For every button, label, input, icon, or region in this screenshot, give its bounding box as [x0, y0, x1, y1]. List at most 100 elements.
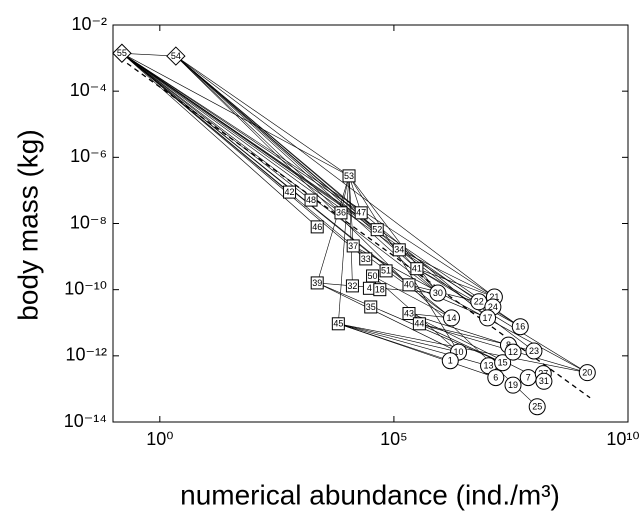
- node-label: 42: [285, 187, 295, 197]
- node-circle: [504, 376, 522, 394]
- trophic-link: [348, 175, 459, 353]
- node-circle: [525, 342, 543, 360]
- trophic-link: [121, 53, 312, 201]
- trophic-link: [175, 55, 495, 298]
- node-label: 50: [368, 271, 378, 281]
- node-square: [392, 243, 406, 257]
- y-tick-label: 10⁻⁶: [70, 146, 107, 166]
- trophic-link: [121, 52, 495, 298]
- node-label: 20: [582, 368, 592, 378]
- node-label: 25: [532, 402, 542, 412]
- trophic-link: [348, 175, 353, 286]
- fit-line: [119, 57, 591, 399]
- node-square: [402, 307, 416, 321]
- node-circle: [535, 372, 553, 390]
- node-square: [412, 317, 426, 331]
- trophic-link: [416, 268, 495, 298]
- trophic-link: [121, 53, 366, 260]
- node-label: 19: [508, 380, 518, 390]
- node-label: 23: [529, 346, 539, 356]
- trophic-link: [175, 55, 410, 286]
- node-label: 30: [433, 288, 443, 298]
- trophic-link: [317, 282, 503, 363]
- node-label: 4: [367, 283, 372, 293]
- node-square: [304, 193, 318, 207]
- trophic-link: [121, 53, 354, 247]
- y-tick-label: 10⁻⁸: [70, 212, 107, 232]
- node-label: 43: [404, 308, 414, 318]
- y-tick-label: 10⁻¹⁰: [64, 278, 107, 298]
- x-tick-label: 10⁰: [146, 429, 173, 449]
- trophic-link: [408, 284, 488, 319]
- node-square: [373, 283, 387, 297]
- trophic-link: [399, 249, 495, 298]
- trophic-link: [121, 53, 452, 319]
- node-label: 48: [306, 195, 316, 205]
- node-square: [334, 206, 348, 220]
- node-label: 37: [348, 241, 358, 251]
- y-tick-label: 10⁻²: [71, 14, 107, 34]
- node-label: 12: [508, 347, 518, 357]
- x-axis-label: numerical abundance (ind./m³): [180, 479, 560, 510]
- node-square: [331, 317, 345, 331]
- x-tick-label: 10⁵: [380, 429, 407, 449]
- trophic-link: [338, 175, 350, 324]
- trophic-link: [121, 53, 479, 303]
- node-label: 16: [515, 322, 525, 332]
- node-label: 24: [488, 302, 498, 312]
- node-square: [359, 252, 373, 266]
- node-square: [402, 278, 416, 292]
- trophic-link: [121, 53, 521, 327]
- node-circle: [429, 284, 447, 302]
- node-square: [346, 239, 360, 253]
- node-circle: [494, 354, 512, 372]
- node-label: 47: [356, 208, 366, 218]
- node-label: 6: [493, 372, 498, 382]
- trophic-link: [121, 53, 342, 214]
- node-square: [310, 220, 324, 234]
- node-square: [364, 300, 378, 314]
- trophic-link: [408, 313, 545, 382]
- trophic-link: [317, 282, 459, 353]
- node-diamond: [166, 46, 186, 66]
- trophic-link: [416, 268, 588, 373]
- y-tick-label: 10⁻¹⁴: [64, 411, 107, 431]
- trophic-link: [175, 55, 488, 319]
- x-tick-label: 10¹⁰: [606, 429, 639, 449]
- node-label: 40: [404, 280, 414, 290]
- node-circle: [511, 318, 529, 336]
- node-label: 35: [366, 302, 376, 312]
- node-label: 51: [381, 266, 391, 276]
- trophic-link: [338, 323, 496, 378]
- node-label: 34: [394, 245, 404, 255]
- trophic-link: [348, 175, 354, 246]
- trophic-link: [121, 52, 362, 214]
- node-label: 36: [336, 208, 346, 218]
- node-circle: [578, 364, 596, 382]
- node-label: 18: [375, 285, 385, 295]
- node-square: [410, 262, 424, 276]
- node-label: 14: [447, 313, 457, 323]
- trophic-link: [338, 323, 459, 353]
- node-label: 7: [526, 372, 531, 382]
- node-label: 32: [347, 281, 357, 291]
- node-square: [310, 276, 324, 290]
- node-circle: [504, 343, 522, 361]
- node-square: [354, 206, 368, 220]
- y-axis-label: body mass (kg): [12, 129, 43, 320]
- node-label: 53: [344, 171, 354, 181]
- node-square: [283, 185, 297, 199]
- node-square: [342, 169, 356, 183]
- node-label: 44: [414, 319, 424, 329]
- trophic-link: [121, 53, 439, 294]
- node-circle: [528, 398, 546, 416]
- node-label: 22: [474, 297, 484, 307]
- node-circle: [441, 352, 459, 370]
- y-tick-label: 10⁻¹²: [65, 345, 107, 365]
- node-circle: [443, 309, 461, 327]
- plot-frame: [112, 24, 629, 423]
- node-square: [370, 223, 384, 237]
- node-label: 55: [117, 48, 127, 58]
- node-label: 33: [361, 254, 371, 264]
- trophic-link: [175, 55, 400, 251]
